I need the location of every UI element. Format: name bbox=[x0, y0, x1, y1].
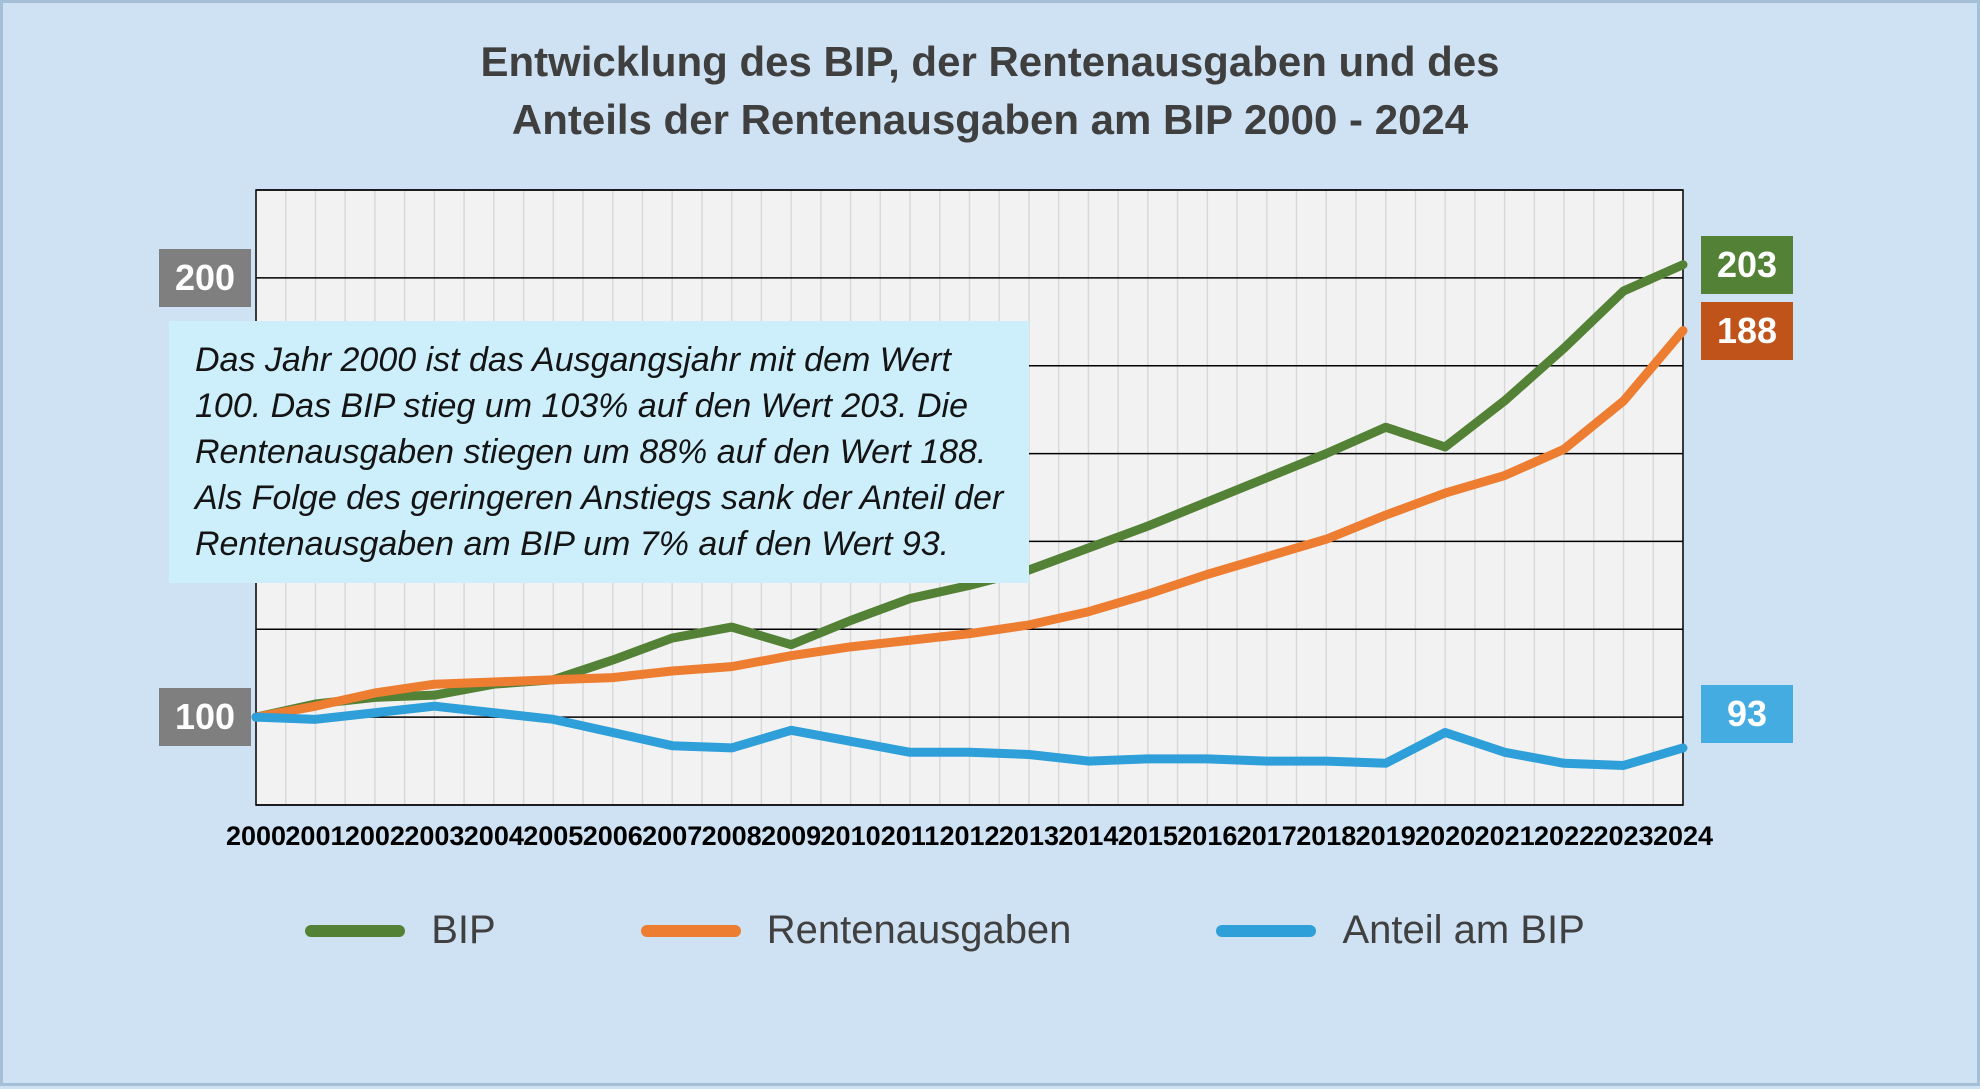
legend: BIP Rentenausgaben Anteil am BIP bbox=[3, 908, 1977, 953]
legend-item-bip: BIP bbox=[305, 908, 496, 953]
x-axis-label: 2014 bbox=[1058, 821, 1119, 851]
x-axis-label: 2011 bbox=[880, 821, 940, 851]
annotation-line: Als Folge des geringeren Anstiegs sank d… bbox=[195, 479, 1004, 517]
rentenausgaben-legend-swatch-icon bbox=[640, 924, 741, 937]
legend-label-bip: BIP bbox=[431, 908, 496, 952]
x-axis-label: 2024 bbox=[1652, 821, 1714, 851]
anteil-am-bip-line bbox=[251, 701, 1688, 770]
end-label-93: 93 bbox=[1701, 684, 1793, 743]
axis-label-200: 200 bbox=[159, 248, 251, 307]
bip-legend-swatch-icon bbox=[305, 924, 406, 937]
annotation-line: Das Jahr 2000 ist das Ausgangsjahr mit d… bbox=[195, 341, 951, 379]
x-axis-label: 2008 bbox=[701, 821, 762, 851]
x-axis-label: 2002 bbox=[344, 821, 405, 851]
x-axis-label: 2001 bbox=[285, 821, 346, 851]
legend-item-rentenausgaben: Rentenausgaben bbox=[640, 908, 1072, 953]
x-axis-label: 2005 bbox=[523, 821, 584, 851]
x-axis-label: 2021 bbox=[1474, 821, 1535, 851]
x-axis-label: 2004 bbox=[463, 821, 524, 851]
legend-label-rentenausgaben: Rentenausgaben bbox=[766, 908, 1072, 952]
annotation-line: Rentenausgaben stiegen um 88% auf den We… bbox=[195, 433, 987, 471]
x-axis-label: 2006 bbox=[582, 821, 643, 851]
x-axis-label: 2018 bbox=[1296, 821, 1357, 851]
x-axis-label: 2003 bbox=[404, 821, 465, 851]
x-axis-label: 2022 bbox=[1534, 821, 1595, 851]
x-axis-label: 2000 bbox=[225, 821, 287, 851]
chart-title-line1: Entwicklung des BIP, der Rentenausgaben … bbox=[480, 38, 1500, 85]
x-axis-label: 2010 bbox=[820, 821, 881, 851]
chart-title: Entwicklung des BIP, der Rentenausgaben … bbox=[3, 33, 1977, 149]
axis-label-100: 100 bbox=[159, 688, 251, 747]
rentenausgaben-line bbox=[251, 326, 1688, 722]
x-axis-label: 2009 bbox=[761, 821, 822, 851]
x-axis-label: 2007 bbox=[642, 821, 703, 851]
chart-title-line2: Anteils der Rentenausgaben am BIP 2000 -… bbox=[511, 96, 1469, 143]
legend-item-anteil-am-bip: Anteil am BIP bbox=[1216, 908, 1585, 953]
end-label-188: 188 bbox=[1701, 301, 1793, 360]
x-axis-label: 2012 bbox=[939, 821, 1000, 851]
anteil-am-bip-legend-swatch-icon bbox=[1216, 924, 1317, 937]
x-axis-label: 2023 bbox=[1593, 821, 1654, 851]
x-axis-label: 2017 bbox=[1236, 821, 1297, 851]
legend-label-anteil-am-bip: Anteil am BIP bbox=[1342, 908, 1585, 952]
end-label-203: 203 bbox=[1701, 235, 1793, 294]
annotation-line: Rentenausgaben am BIP um 7% auf den Wert… bbox=[195, 525, 950, 563]
x-axis-label: 2013 bbox=[998, 821, 1059, 851]
x-axis-label: 2019 bbox=[1355, 821, 1416, 851]
x-axis-label: 2016 bbox=[1177, 821, 1238, 851]
x-axis-label: 2015 bbox=[1117, 821, 1178, 851]
x-axis-label: 2020 bbox=[1415, 821, 1476, 851]
annotation-box: Das Jahr 2000 ist das Ausgangsjahr mit d… bbox=[169, 321, 1030, 583]
annotation-line: 100. Das BIP stieg um 103% auf den Wert … bbox=[195, 387, 968, 425]
